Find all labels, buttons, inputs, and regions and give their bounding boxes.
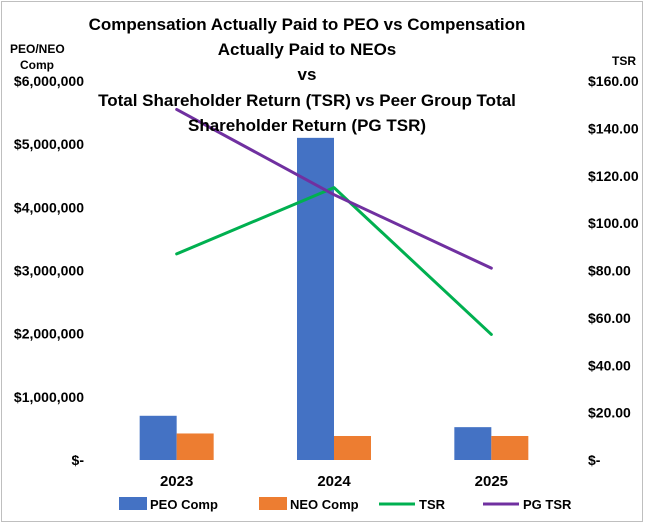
chart-title-line-1: Compensation Actually Paid to PEO vs Com… <box>89 15 526 34</box>
left-tick-label: $5,000,000 <box>14 136 84 152</box>
left-tick-label: $4,000,000 <box>14 199 84 215</box>
category-label-2023: 2023 <box>160 473 193 490</box>
chart-title-line-5: Shareholder Return (PG TSR) <box>188 116 426 135</box>
lines-layer <box>175 107 493 336</box>
right-tick-label: $60.00 <box>588 310 631 326</box>
chart-title-line-2: Actually Paid to NEOs <box>218 40 397 59</box>
legend-label-neo-comp: NEO Comp <box>290 497 359 512</box>
right-tick-label: $40.00 <box>588 357 631 373</box>
chart-title: Compensation Actually Paid to PEO vs Com… <box>89 15 526 135</box>
bar-neo-comp-2024 <box>334 435 371 460</box>
axis-titles: PEO/NEO Comp TSR <box>10 42 636 72</box>
chart-title-line-4: Total Shareholder Return (TSR) vs Peer G… <box>98 91 516 110</box>
left-axis-title-line-2: Comp <box>20 58 54 72</box>
line-tsr <box>175 186 493 336</box>
left-tick-label: $3,000,000 <box>14 263 84 279</box>
right-tick-label: $120.00 <box>588 168 639 184</box>
chart-title-line-3: vs <box>298 65 317 84</box>
left-tick-label: $1,000,000 <box>14 389 84 405</box>
right-tick-label: $20.00 <box>588 405 631 421</box>
legend-item-tsr: TSR <box>379 497 446 512</box>
legend-label-tsr: TSR <box>419 497 446 512</box>
bar-neo-comp-2023 <box>176 433 214 460</box>
bar-neo-comp-2025 <box>491 435 529 460</box>
right-axis-ticks: $- $20.00 $40.00 $60.00 $80.00 $100.00 $120.00… <box>588 73 639 468</box>
category-labels: 2023 2024 2025 <box>160 473 508 490</box>
legend: PEO Comp NEO Comp TSR PG TSR <box>119 497 572 512</box>
line-pg-tsr <box>175 107 493 270</box>
left-tick-label: $- <box>72 452 85 468</box>
left-tick-label: $2,000,000 <box>14 326 84 342</box>
legend-item-peo-comp: PEO Comp <box>119 497 218 512</box>
right-tick-label: $140.00 <box>588 120 639 136</box>
right-tick-label: $160.00 <box>588 73 639 89</box>
bar-peo-comp-2025 <box>454 427 492 460</box>
right-axis-title: TSR <box>612 54 636 68</box>
left-tick-label: $6,000,000 <box>14 73 84 89</box>
legend-swatch-peo-comp <box>119 497 147 510</box>
legend-label-pg-tsr: PG TSR <box>523 497 572 512</box>
category-label-2024: 2024 <box>317 473 351 490</box>
legend-swatch-neo-comp <box>259 497 287 510</box>
legend-label-peo-comp: PEO Comp <box>150 497 218 512</box>
left-axis-ticks: $- $1,000,000 $2,000,000 $3,000,000 $4,000,0… <box>14 73 84 468</box>
right-tick-label: $- <box>588 452 601 468</box>
category-label-2025: 2025 <box>475 473 508 490</box>
left-axis-title-line-1: PEO/NEO <box>10 42 65 56</box>
bar-peo-comp-2023 <box>139 415 177 460</box>
legend-item-pg-tsr: PG TSR <box>483 497 572 512</box>
right-tick-label: $80.00 <box>588 263 631 279</box>
legend-item-neo-comp: NEO Comp <box>259 497 359 512</box>
right-tick-label: $100.00 <box>588 215 639 231</box>
